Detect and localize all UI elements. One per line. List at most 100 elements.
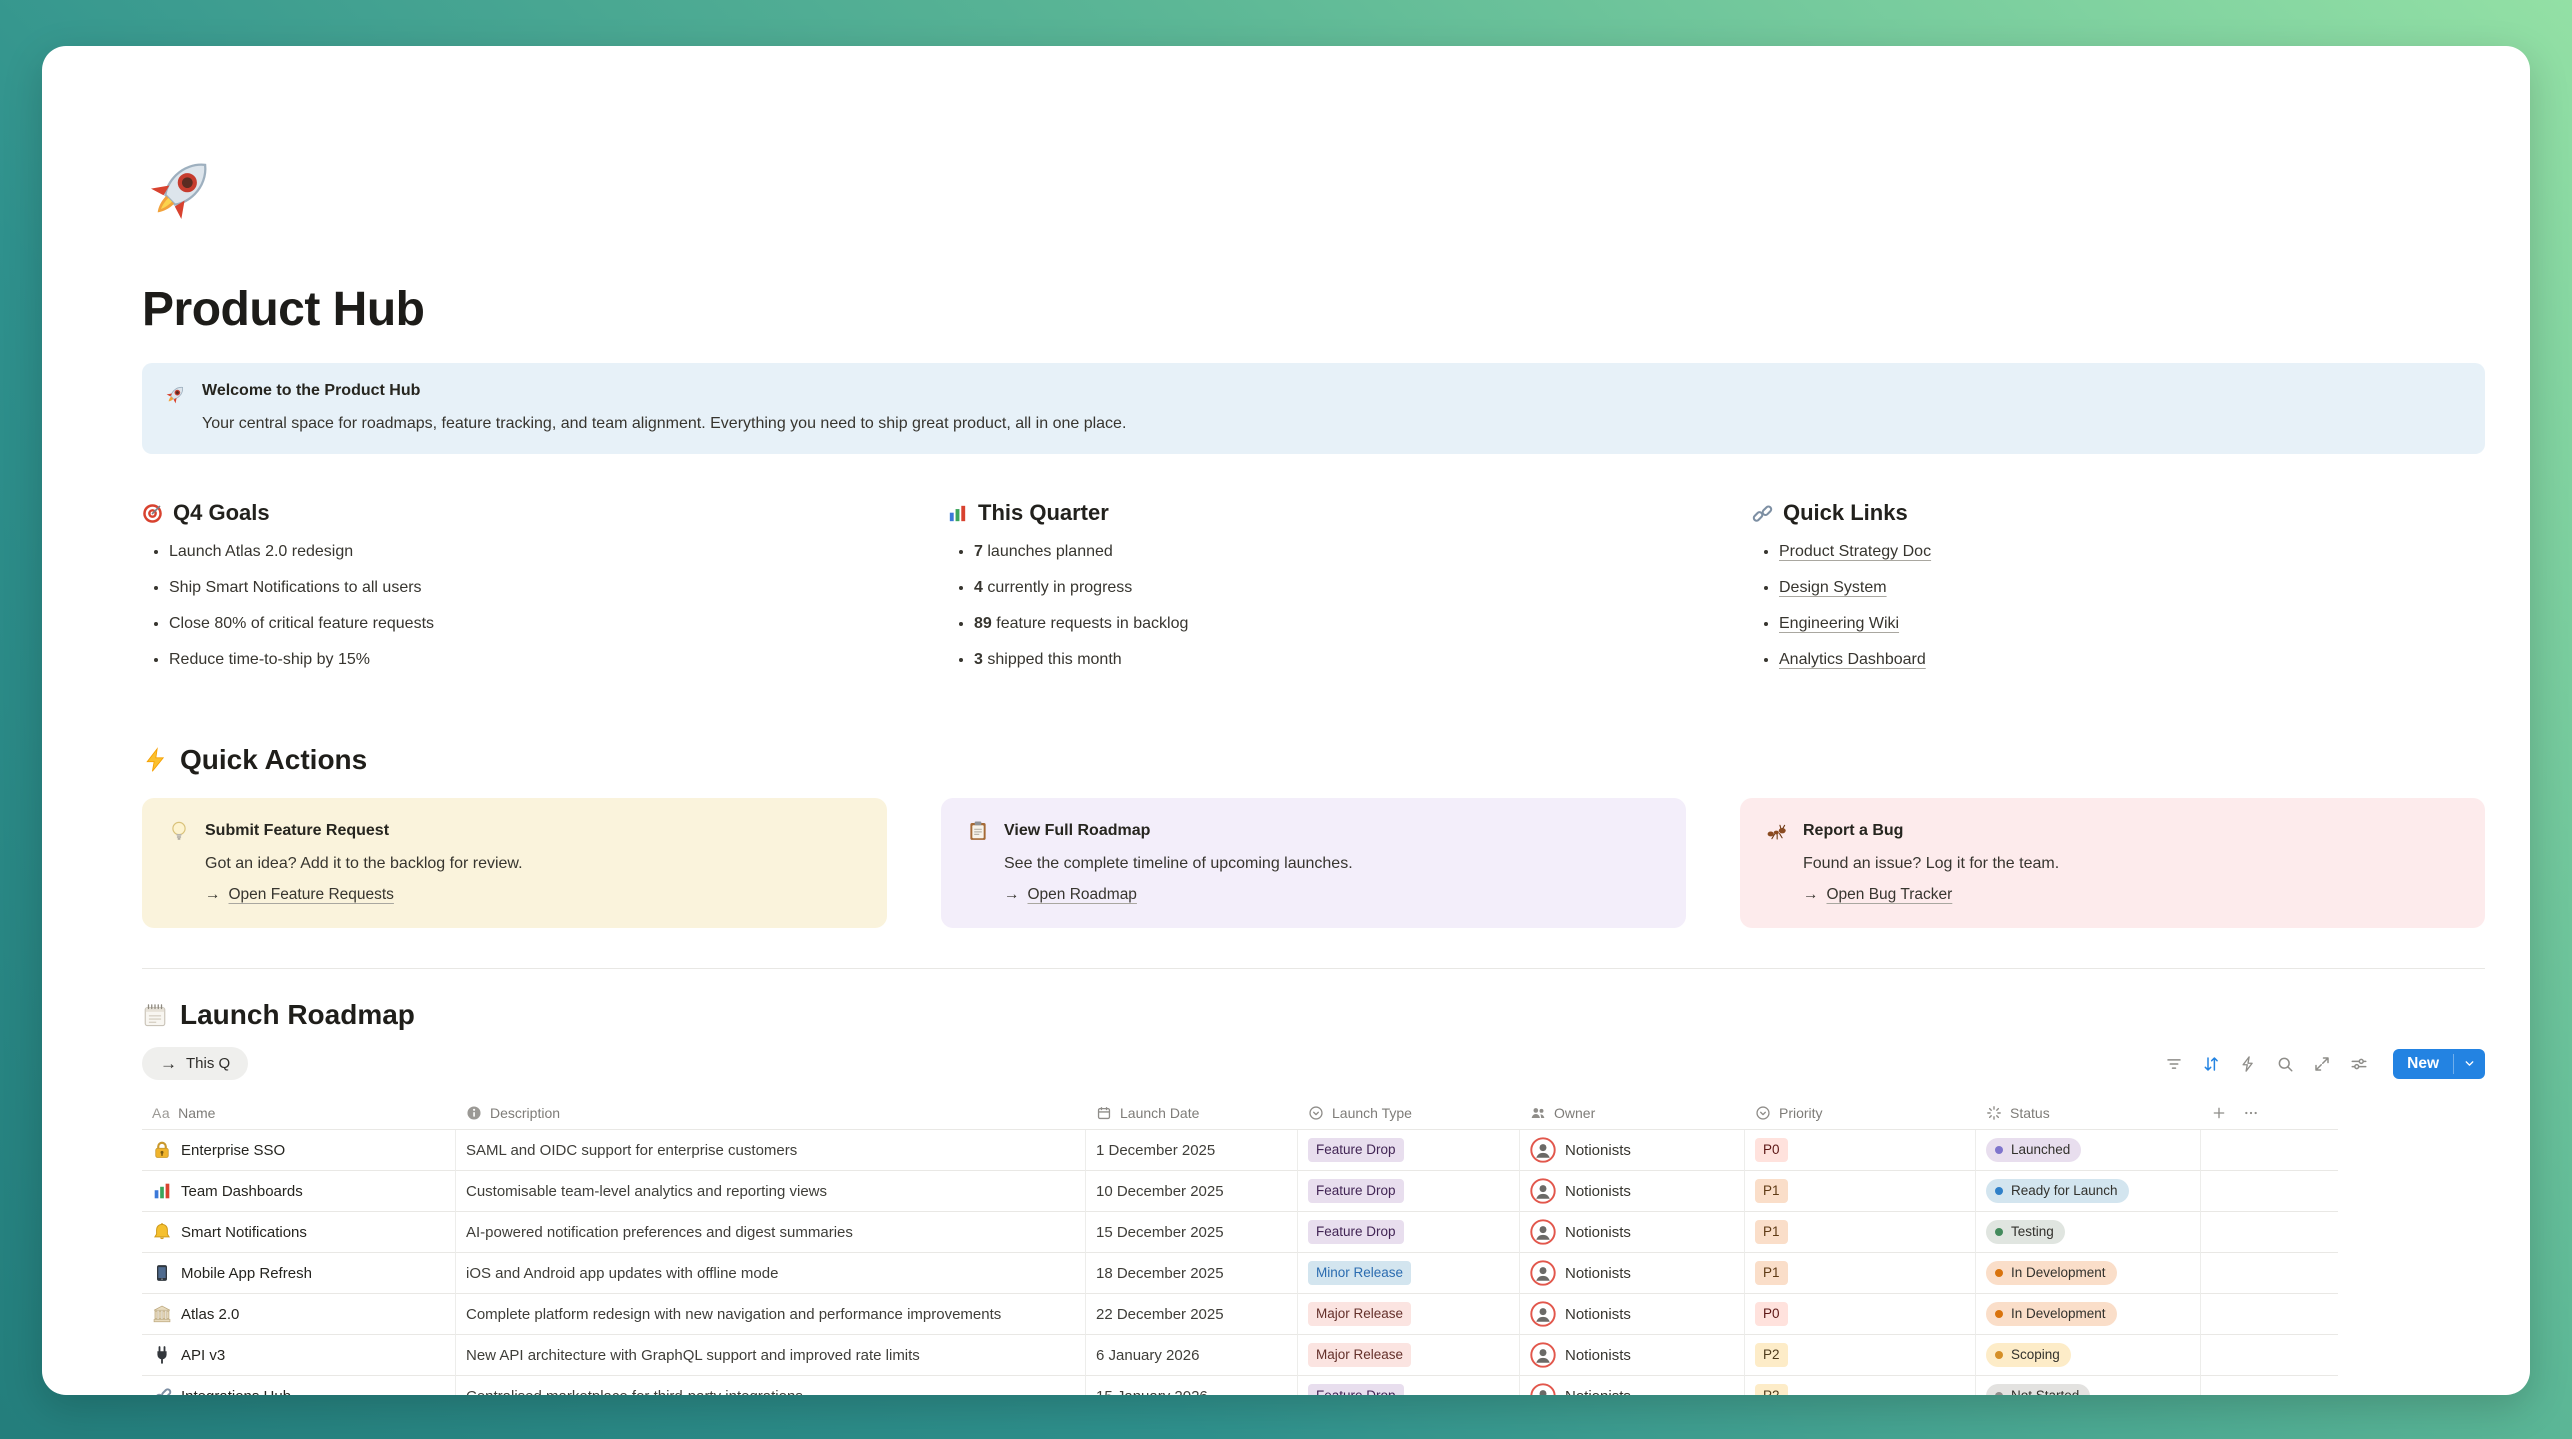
cell-status[interactable]: Ready for Launch [1976,1171,2201,1213]
cell-description[interactable]: Complete platform redesign with new navi… [456,1294,1086,1336]
zap-icon[interactable] [2239,1055,2257,1073]
cell-launch-date[interactable]: 10 December 2025 [1086,1171,1298,1213]
cell-name[interactable]: API v3 [142,1335,456,1377]
cell-launch-type[interactable]: Major Release [1298,1335,1520,1377]
more-icon[interactable] [2243,1105,2259,1121]
priority-badge: P1 [1755,1179,1788,1203]
link-analytics-dashboard[interactable]: Analytics Dashboard [1779,651,1926,669]
table-row: Atlas 2.0 Complete platform redesign wit… [142,1294,2338,1336]
bug-icon [1767,824,1786,840]
cell-priority[interactable]: P0 [1745,1294,1976,1336]
expand-icon[interactable] [2313,1055,2331,1073]
cell-owner[interactable]: Notionists [1520,1376,1745,1395]
sort-icon[interactable] [2202,1055,2220,1073]
filter-icon[interactable] [2165,1055,2183,1073]
table-row: API v3 New API architecture with GraphQL… [142,1335,2338,1377]
cell-status[interactable]: In Development [1976,1294,2201,1336]
cell-launch-date[interactable]: 15 December 2025 [1086,1212,1298,1254]
cell-priority[interactable]: P1 [1745,1253,1976,1295]
cell-owner[interactable]: Notionists [1520,1171,1745,1213]
cell-description[interactable]: Centralised marketplace for third-party … [456,1376,1086,1395]
cell-priority[interactable]: P0 [1745,1130,1976,1172]
table-row: Team Dashboards Customisable team-level … [142,1171,2338,1213]
priority-badge: P2 [1755,1343,1788,1367]
add-column-icon[interactable] [2211,1105,2227,1121]
cell-description[interactable]: AI-powered notification preferences and … [456,1212,1086,1254]
column-header-launch-date[interactable]: Launch Date [1086,1096,1298,1131]
cell-priority[interactable]: P2 [1745,1376,1976,1395]
cell-owner[interactable]: Notionists [1520,1253,1745,1295]
cell-launch-type[interactable]: Feature Drop [1298,1171,1520,1213]
view-tab-this-q[interactable]: → This Q [142,1047,249,1081]
quick-actions-section: Quick Actions Submit Feature Request Got… [142,744,2485,929]
open-feature-requests-link[interactable]: Open Feature Requests [228,886,394,904]
status-dot [1995,1351,2003,1360]
cell-owner[interactable]: Notionists [1520,1130,1745,1172]
cell-status[interactable]: Scoping [1976,1335,2201,1377]
column-header-priority[interactable]: Priority [1745,1096,1976,1131]
cell-status[interactable]: Not Started [1976,1376,2201,1395]
column-header-description[interactable]: Description [456,1096,1086,1131]
link-engineering-wiki[interactable]: Engineering Wiki [1779,615,1900,633]
cell-status[interactable]: Testing [1976,1212,2201,1254]
cell-status[interactable]: Launched [1976,1130,2201,1172]
cell-launch-type[interactable]: Feature Drop [1298,1212,1520,1254]
phone-icon [157,1265,167,1282]
zap-icon [146,747,165,772]
cell-name[interactable]: Smart Notifications [142,1212,456,1254]
cell-priority[interactable]: P2 [1745,1335,1976,1377]
cell-description[interactable]: Customisable team-level analytics and re… [456,1171,1086,1213]
cell-status[interactable]: In Development [1976,1253,2201,1295]
this-quarter-title: This Quarter [978,500,1109,526]
link-design-system[interactable]: Design System [1779,579,1887,597]
launch-roadmap-section: Launch Roadmap → This Q [142,999,2485,1395]
cell-owner[interactable]: Notionists [1520,1212,1745,1254]
cell-launch-date[interactable]: 1 December 2025 [1086,1130,1298,1172]
column-header-launch-type[interactable]: Launch Type [1298,1096,1520,1131]
this-quarter-heading: This Quarter [947,500,1680,526]
open-bug-tracker-link[interactable]: Open Bug Tracker [1826,886,1953,904]
column-header-status[interactable]: Status [1976,1096,2201,1131]
status-badge: In Development [1986,1261,2117,1285]
cell-description[interactable]: SAML and OIDC support for enterprise cus… [456,1130,1086,1172]
status-dot [1995,1392,2003,1395]
roadmap-table: Aa Name Description Lau [142,1096,2338,1395]
column-header-owner[interactable]: Owner [1520,1096,1745,1131]
cell-description[interactable]: New API architecture with GraphQL suppor… [456,1335,1086,1377]
lock-icon [155,1141,169,1159]
new-button[interactable]: New [2393,1048,2485,1079]
cell-priority[interactable]: P1 [1745,1212,1976,1254]
chevron-down-icon[interactable] [2454,1049,2485,1079]
new-button-label[interactable]: New [2407,1054,2439,1072]
settings-icon[interactable] [2350,1055,2368,1073]
cell-name[interactable]: Team Dashboards [142,1171,456,1213]
card-link-row: → Open Roadmap [1004,886,1660,904]
rocket-icon[interactable] [142,150,220,228]
link-product-strategy-doc[interactable]: Product Strategy Doc [1779,543,1932,561]
cell-launch-date[interactable]: 18 December 2025 [1086,1253,1298,1295]
cell-name[interactable]: Atlas 2.0 [142,1294,456,1336]
card-description: Got an idea? Add it to the backlog for r… [205,855,523,873]
table-body: Enterprise SSO SAML and OIDC support for… [142,1130,2338,1395]
cell-owner[interactable]: Notionists [1520,1294,1745,1336]
cell-launch-date[interactable]: 22 December 2025 [1086,1294,1298,1336]
column-quick-links: Quick Links Product Strategy Doc Design … [1752,500,2485,686]
cell-launch-date[interactable]: 6 January 2026 [1086,1335,1298,1377]
cell-launch-date[interactable]: 15 January 2026 [1086,1376,1298,1395]
cell-launch-type[interactable]: Minor Release [1298,1253,1520,1295]
cell-name[interactable]: Mobile App Refresh [142,1253,456,1295]
cell-launch-type[interactable]: Feature Drop [1298,1130,1520,1172]
open-roadmap-link[interactable]: Open Roadmap [1027,886,1137,904]
column-header-name[interactable]: Aa Name [142,1096,456,1131]
search-icon[interactable] [2276,1055,2294,1073]
cell-priority[interactable]: P1 [1745,1171,1976,1213]
priority-badge: P2 [1755,1384,1788,1395]
cell-launch-type[interactable]: Feature Drop [1298,1376,1520,1395]
overview-columns: Q4 Goals Launch Atlas 2.0 redesign Ship … [142,500,2485,686]
cell-owner[interactable]: Notionists [1520,1335,1745,1377]
link-icon [152,1388,172,1395]
cell-name[interactable]: Enterprise SSO [142,1130,456,1172]
cell-launch-type[interactable]: Major Release [1298,1294,1520,1336]
cell-name[interactable]: Integrations Hub [142,1376,456,1395]
cell-description[interactable]: iOS and Android app updates with offline… [456,1253,1086,1295]
